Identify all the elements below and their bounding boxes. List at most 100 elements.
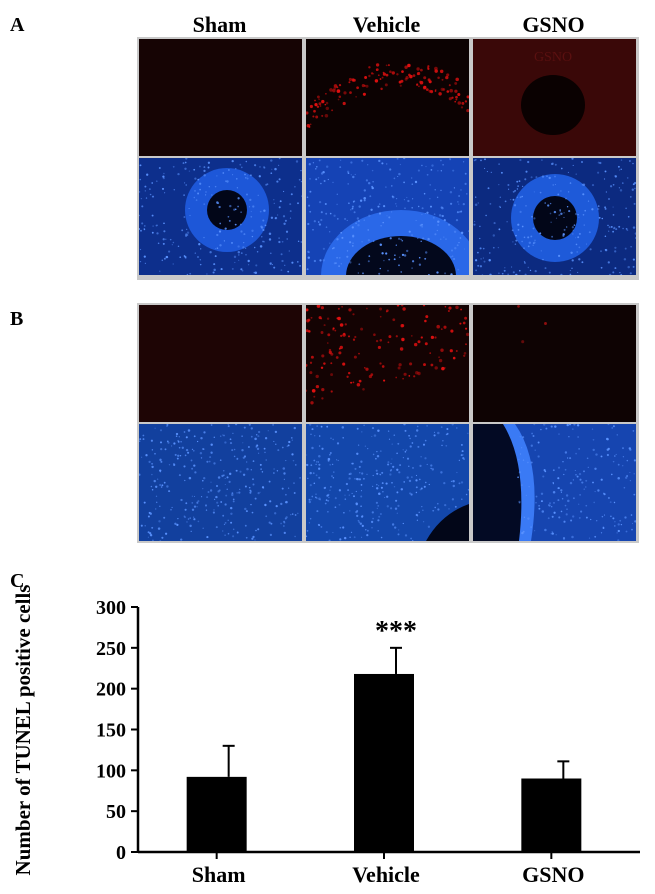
speckle bbox=[440, 328, 443, 330]
speckle bbox=[571, 233, 574, 235]
speckle bbox=[612, 214, 615, 216]
speckle bbox=[206, 536, 209, 539]
speckle bbox=[247, 259, 250, 263]
speckle bbox=[425, 315, 429, 319]
speckle bbox=[316, 305, 321, 308]
speckle bbox=[231, 159, 234, 163]
speckle bbox=[224, 227, 227, 230]
speckle bbox=[358, 521, 360, 523]
speckle bbox=[388, 216, 391, 219]
speckle bbox=[619, 519, 622, 522]
speckle bbox=[315, 115, 319, 119]
speckle bbox=[322, 259, 325, 262]
speckle bbox=[411, 476, 413, 478]
speckle bbox=[398, 80, 402, 84]
speckle bbox=[401, 253, 405, 257]
speckle bbox=[160, 447, 163, 451]
speckle bbox=[306, 530, 309, 532]
speckle bbox=[553, 210, 557, 214]
speckle bbox=[269, 262, 272, 265]
speckle bbox=[452, 484, 456, 488]
speckle bbox=[243, 233, 246, 236]
speckle bbox=[310, 499, 312, 501]
y-tick-label: 250 bbox=[96, 638, 126, 660]
speckle bbox=[233, 448, 236, 451]
speckle bbox=[155, 495, 158, 497]
speckle bbox=[540, 250, 542, 252]
speckle bbox=[372, 453, 375, 456]
speckle bbox=[315, 178, 318, 181]
speckle bbox=[425, 165, 427, 168]
speckle bbox=[527, 236, 530, 239]
speckle bbox=[329, 242, 331, 244]
speckle bbox=[280, 269, 283, 271]
speckle bbox=[332, 181, 334, 184]
speckle bbox=[354, 335, 357, 339]
speckle bbox=[240, 230, 243, 233]
speckle bbox=[445, 75, 449, 80]
speckle bbox=[325, 165, 329, 168]
column-label-vehicle: Vehicle bbox=[352, 12, 421, 37]
speckle bbox=[533, 530, 536, 532]
speckle bbox=[332, 477, 335, 479]
speckle bbox=[358, 465, 361, 468]
speckle bbox=[585, 504, 588, 507]
speckle bbox=[316, 461, 318, 463]
speckle bbox=[219, 222, 222, 225]
speckle bbox=[227, 532, 230, 535]
speckle bbox=[197, 178, 200, 181]
speckle bbox=[157, 527, 161, 530]
speckle bbox=[527, 245, 530, 248]
speckle bbox=[578, 232, 581, 235]
speckle bbox=[196, 501, 199, 505]
speckle bbox=[396, 205, 398, 207]
speckle bbox=[457, 92, 461, 97]
speckle bbox=[538, 507, 541, 510]
speckle bbox=[323, 362, 326, 365]
speckle bbox=[612, 460, 615, 463]
speckle bbox=[571, 267, 573, 270]
speckle bbox=[197, 256, 199, 258]
speckle bbox=[415, 491, 418, 494]
speckle bbox=[339, 159, 342, 161]
speckle bbox=[371, 527, 373, 529]
speckle bbox=[391, 211, 393, 213]
speckle bbox=[515, 273, 518, 275]
speckle bbox=[352, 313, 355, 316]
speckle bbox=[612, 206, 614, 208]
speckle bbox=[532, 227, 535, 230]
speckle bbox=[493, 222, 496, 225]
speckle bbox=[218, 205, 221, 209]
speckle bbox=[320, 172, 324, 175]
speckle bbox=[309, 424, 312, 426]
speckle bbox=[371, 185, 374, 188]
speckle bbox=[199, 165, 201, 168]
speckle bbox=[617, 463, 620, 466]
speckle bbox=[535, 176, 538, 179]
speckle bbox=[563, 216, 565, 218]
speckle bbox=[356, 383, 361, 387]
speckle bbox=[530, 444, 533, 447]
speckle bbox=[192, 449, 195, 452]
speckle bbox=[560, 273, 563, 275]
speckle bbox=[484, 167, 486, 169]
speckle bbox=[390, 462, 392, 465]
speckle bbox=[509, 198, 512, 201]
speckle bbox=[176, 523, 179, 527]
speckle bbox=[367, 181, 371, 185]
speckle bbox=[358, 379, 362, 383]
speckle bbox=[437, 220, 440, 223]
speckle bbox=[357, 220, 360, 223]
speckle bbox=[551, 506, 553, 508]
speckle bbox=[188, 476, 192, 480]
speckle bbox=[378, 212, 382, 215]
speckle bbox=[145, 454, 148, 457]
speckle bbox=[145, 197, 148, 199]
speckle bbox=[437, 224, 440, 226]
speckle bbox=[576, 424, 580, 427]
speckle bbox=[318, 159, 321, 162]
speckle bbox=[313, 220, 316, 223]
speckle bbox=[313, 482, 316, 485]
speckle bbox=[347, 172, 350, 175]
speckle bbox=[322, 247, 325, 250]
